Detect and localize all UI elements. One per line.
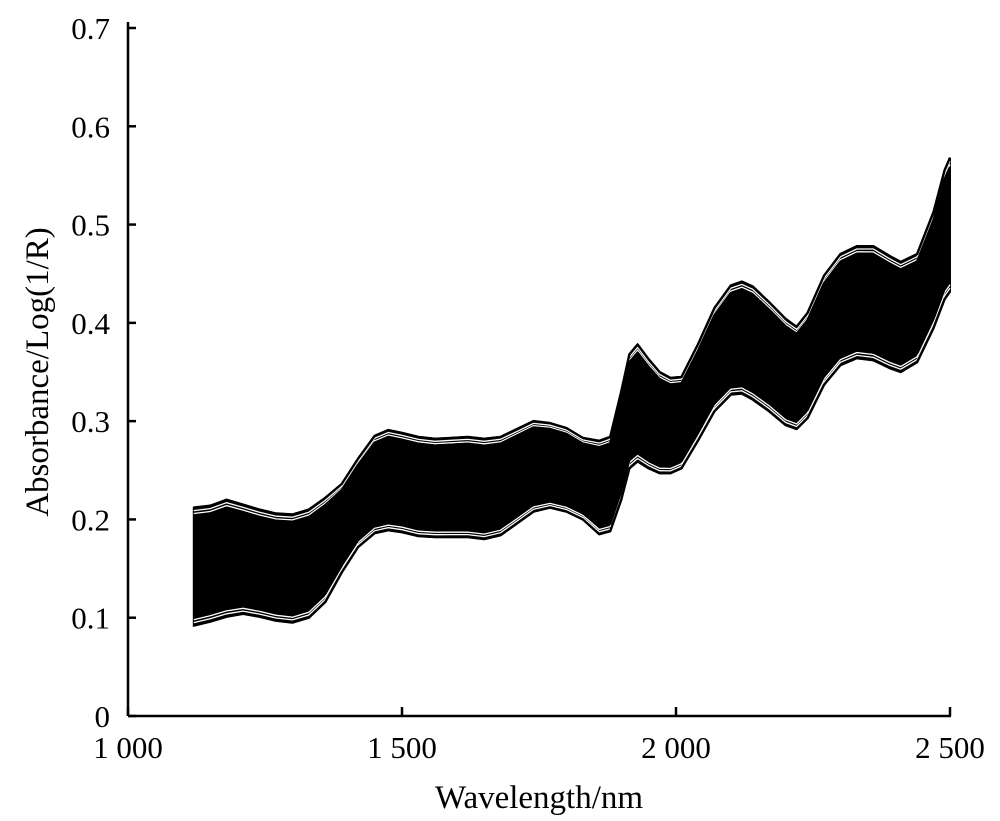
x-tick-label: 1 500	[367, 730, 437, 765]
x-tick-label: 1 000	[93, 730, 163, 765]
y-tick-label: 0	[95, 699, 111, 734]
x-tick-label: 2 000	[641, 730, 711, 765]
spectrum-line	[193, 166, 952, 524]
spectrum-line	[193, 280, 952, 618]
y-tick-label: 0.2	[71, 502, 110, 537]
y-tick-label: 0.4	[71, 306, 110, 341]
spectrum-line	[193, 261, 952, 601]
spectrum-line	[193, 290, 951, 627]
y-tick-label: 0.3	[71, 404, 110, 439]
spectrum-line	[193, 207, 952, 557]
spectrum-line	[193, 234, 952, 579]
spectrum-gap	[193, 284, 951, 621]
y-tick-label: 0.6	[71, 109, 110, 144]
spectra-envelope	[192, 157, 951, 627]
y-tick-label: 0.7	[71, 11, 110, 46]
y-tick-label: 0.5	[71, 208, 110, 243]
x-axis-title: Wavelength/nm	[435, 780, 643, 816]
y-tick-label: 0.1	[71, 601, 110, 636]
spectrum-line	[193, 181, 952, 536]
spectra-plot-area	[192, 157, 952, 627]
x-tick-label: 2 500	[915, 730, 985, 765]
y-axis-title: Absorbance/Log(1/R)	[20, 227, 56, 517]
y-axis-ticks: 0 0.1 0.2 0.3 0.4 0.5 0.6 0.7	[71, 11, 136, 734]
x-axis-ticks: 1 000 1 500 2 000 2 500	[93, 707, 985, 765]
spectrum-line	[193, 157, 952, 516]
